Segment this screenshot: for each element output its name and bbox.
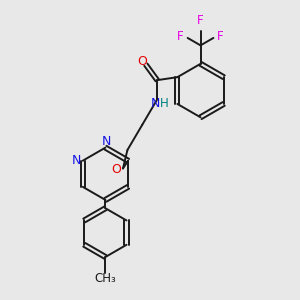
Text: F: F: [177, 30, 184, 43]
Text: O: O: [112, 164, 122, 176]
Text: O: O: [137, 55, 147, 68]
Text: H: H: [160, 97, 169, 110]
Text: N: N: [151, 97, 160, 110]
Text: CH₃: CH₃: [94, 272, 116, 285]
Text: F: F: [217, 30, 224, 43]
Text: N: N: [101, 135, 111, 148]
Text: N: N: [71, 154, 81, 166]
Text: F: F: [197, 14, 204, 27]
